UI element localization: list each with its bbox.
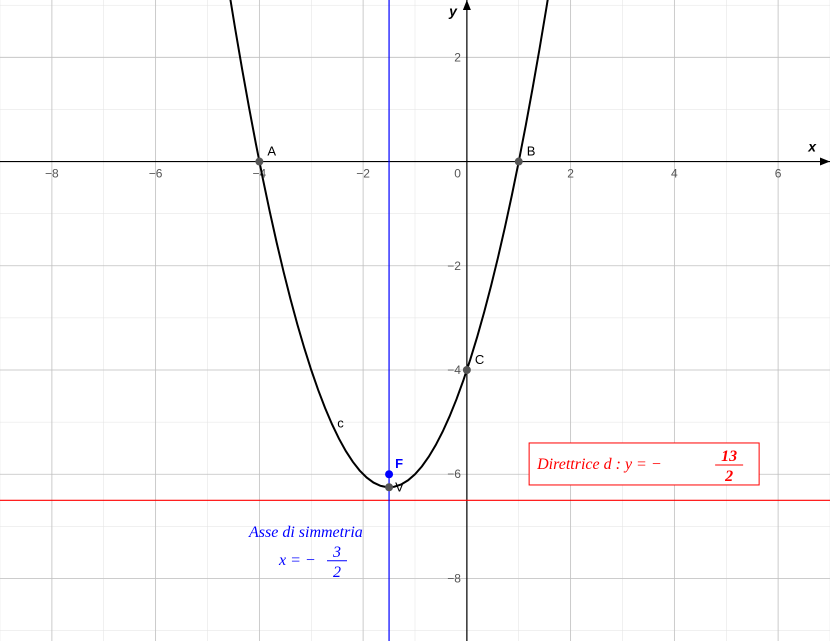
svg-text:x = −: x = − (278, 552, 316, 569)
svg-text:2: 2 (567, 167, 574, 181)
parabola-plot: x y −8 −6 −4 −2 0 2 4 6 −8 −6 −4 −2 2 c A B C VF Asse di sim… (0, 0, 830, 641)
svg-text:−6: −6 (149, 167, 163, 181)
focus-point (385, 470, 393, 478)
svg-text:Asse di simmetria: Asse di simmetria (248, 524, 363, 541)
point-A (255, 158, 263, 166)
svg-text:4: 4 (671, 167, 678, 181)
svg-text:−2: −2 (447, 259, 461, 273)
svg-text:−6: −6 (447, 467, 461, 481)
svg-text:2: 2 (724, 468, 733, 485)
svg-text:A: A (267, 144, 276, 159)
svg-text:2: 2 (454, 50, 461, 64)
svg-text:C: C (475, 352, 484, 367)
svg-text:6: 6 (775, 167, 782, 181)
svg-text:F: F (395, 456, 403, 471)
directrix-label: Direttrice d : y = − 13 2 (529, 443, 759, 485)
svg-text:−4: −4 (253, 167, 267, 181)
svg-text:B: B (527, 144, 536, 159)
svg-text:−4: −4 (447, 363, 461, 377)
svg-text:x: x (807, 139, 817, 155)
point-B (515, 158, 523, 166)
svg-text:2: 2 (333, 564, 341, 581)
svg-text:Direttrice d : y = −: Direttrice d : y = − (536, 456, 662, 473)
svg-text:c: c (337, 415, 344, 430)
svg-text:−8: −8 (447, 571, 461, 585)
svg-text:V: V (395, 479, 404, 494)
svg-text:3: 3 (332, 544, 341, 561)
svg-text:0: 0 (454, 167, 461, 181)
svg-text:y: y (448, 3, 458, 19)
point-V (385, 483, 393, 491)
point-C (463, 366, 471, 374)
svg-text:13: 13 (721, 448, 737, 465)
svg-text:−8: −8 (45, 167, 59, 181)
svg-text:−2: −2 (356, 167, 370, 181)
